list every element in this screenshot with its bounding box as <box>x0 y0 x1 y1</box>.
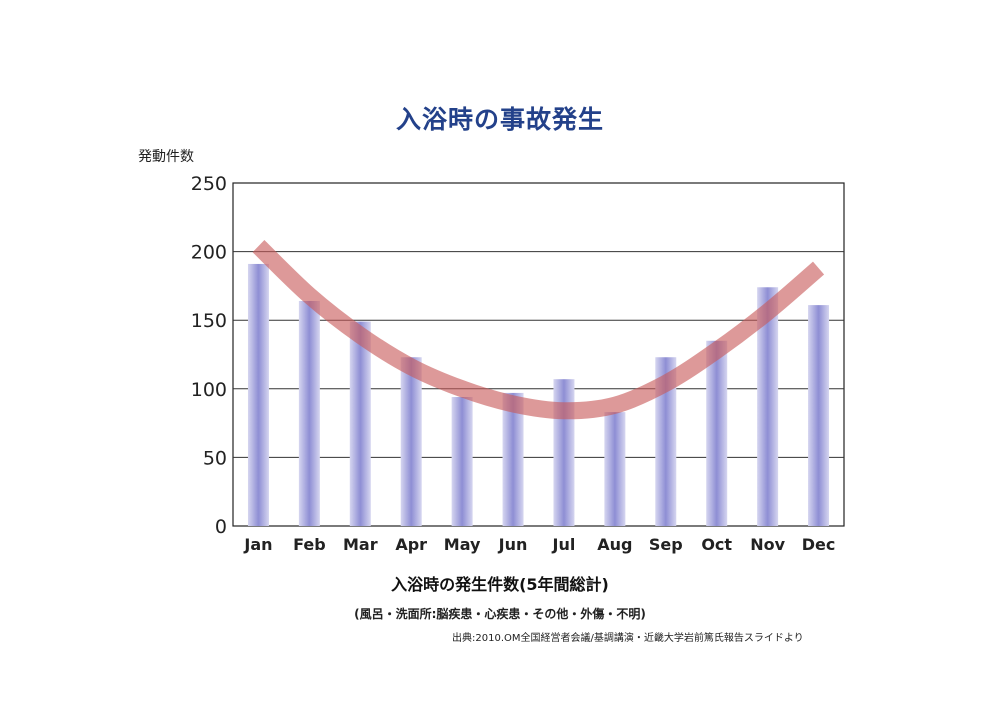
trend-curve <box>252 240 825 420</box>
x-tick-label: Oct <box>701 535 732 554</box>
x-tick-label: Mar <box>343 535 378 554</box>
bar-apr <box>400 357 422 526</box>
bar-jul <box>553 379 575 526</box>
bar-mar <box>349 321 371 526</box>
x-axis-caption: 入浴時の発生件数(5年間総計) <box>391 575 609 594</box>
x-tick-label: Nov <box>750 535 785 554</box>
x-tick-label: Jan <box>243 535 272 554</box>
bar-may <box>451 397 473 526</box>
bar-dec <box>808 305 830 526</box>
bar-feb <box>298 300 320 526</box>
x-tick-label: Jun <box>498 535 528 554</box>
x-tick-label: Dec <box>802 535 836 554</box>
y-tick-label: 100 <box>191 379 227 401</box>
x-tick-label: Jul <box>552 535 576 554</box>
chart-title: 入浴時の事故発生 <box>395 105 604 134</box>
y-tick-label: 150 <box>191 310 227 332</box>
bar-aug <box>604 412 626 526</box>
y-tick-label: 0 <box>215 516 227 538</box>
bar-sep <box>655 357 677 526</box>
x-tick-label: Aug <box>597 535 632 554</box>
source-citation: 出典:2010.OM全国経営者会議/基調講演・近畿大学岩前篤氏報告スライドより <box>452 633 804 644</box>
bar-jun <box>502 392 524 526</box>
y-axis-label: 発動件数 <box>138 149 194 165</box>
chart-note: (風呂・洗面所:脳疾患・心疾患・その他・外傷・不明) <box>354 607 646 621</box>
x-tick-label: Feb <box>293 535 326 554</box>
bar-oct <box>706 340 728 526</box>
y-tick-label: 250 <box>191 173 227 195</box>
x-tick-label: May <box>444 535 481 554</box>
y-tick-label: 50 <box>203 447 227 469</box>
plot-frame <box>232 182 845 527</box>
x-tick-label: Apr <box>395 535 427 554</box>
x-tick-label: Sep <box>649 535 683 554</box>
bar-jan <box>247 263 269 526</box>
y-tick-label: 200 <box>191 242 227 264</box>
bar-nov <box>757 287 779 526</box>
